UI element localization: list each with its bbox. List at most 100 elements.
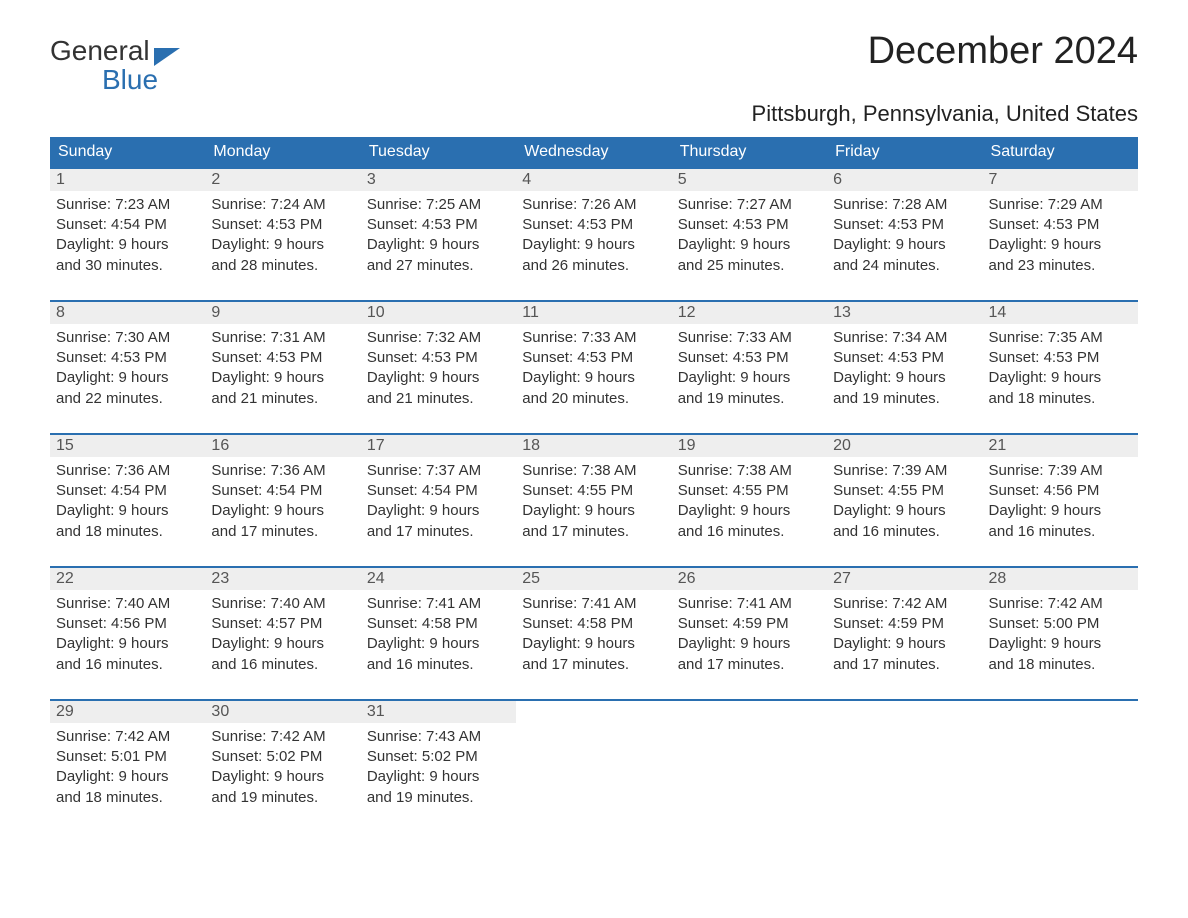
dayname-mon: Monday bbox=[205, 137, 360, 168]
day-cell: Sunrise: 7:35 AMSunset: 4:53 PMDaylight:… bbox=[983, 324, 1138, 434]
daylight-label-2: and 27 minutes. bbox=[367, 256, 510, 276]
daylight-label-2: and 24 minutes. bbox=[833, 256, 976, 276]
daylight-label-2: and 26 minutes. bbox=[522, 256, 665, 276]
sunset-label: Sunset: 4:53 PM bbox=[833, 215, 976, 235]
sunrise-label: Sunrise: 7:28 AM bbox=[833, 195, 976, 215]
daylight-label-1: Daylight: 9 hours bbox=[833, 501, 976, 521]
day-cell: Sunrise: 7:39 AMSunset: 4:56 PMDaylight:… bbox=[983, 457, 1138, 567]
day-cell: Sunrise: 7:41 AMSunset: 4:58 PMDaylight:… bbox=[361, 590, 516, 700]
sunrise-label: Sunrise: 7:42 AM bbox=[211, 727, 354, 747]
day-cell: Sunrise: 7:41 AMSunset: 4:59 PMDaylight:… bbox=[672, 590, 827, 700]
sunset-label: Sunset: 5:02 PM bbox=[367, 747, 510, 767]
day-cell: Sunrise: 7:40 AMSunset: 4:56 PMDaylight:… bbox=[50, 590, 205, 700]
sunset-label: Sunset: 4:53 PM bbox=[367, 348, 510, 368]
flag-icon bbox=[154, 42, 180, 60]
sunrise-label: Sunrise: 7:33 AM bbox=[522, 328, 665, 348]
empty-day-cell bbox=[516, 723, 671, 832]
day-cell: Sunrise: 7:37 AMSunset: 4:54 PMDaylight:… bbox=[361, 457, 516, 567]
sunset-label: Sunset: 4:53 PM bbox=[522, 215, 665, 235]
daylight-label-2: and 21 minutes. bbox=[211, 389, 354, 409]
day-number: 5 bbox=[672, 168, 827, 191]
daylight-label-1: Daylight: 9 hours bbox=[56, 767, 199, 787]
daylight-label-1: Daylight: 9 hours bbox=[522, 235, 665, 255]
sunset-label: Sunset: 4:54 PM bbox=[56, 481, 199, 501]
daylight-label-1: Daylight: 9 hours bbox=[522, 634, 665, 654]
daylight-label-2: and 16 minutes. bbox=[989, 522, 1132, 542]
daylight-label-1: Daylight: 9 hours bbox=[211, 767, 354, 787]
sunrise-label: Sunrise: 7:39 AM bbox=[833, 461, 976, 481]
daylight-label-1: Daylight: 9 hours bbox=[367, 368, 510, 388]
sunrise-label: Sunrise: 7:30 AM bbox=[56, 328, 199, 348]
day-number: 11 bbox=[516, 301, 671, 324]
sunset-label: Sunset: 4:58 PM bbox=[522, 614, 665, 634]
sunset-label: Sunset: 5:02 PM bbox=[211, 747, 354, 767]
day-cell: Sunrise: 7:29 AMSunset: 4:53 PMDaylight:… bbox=[983, 191, 1138, 301]
sunrise-label: Sunrise: 7:25 AM bbox=[367, 195, 510, 215]
daylight-label-2: and 20 minutes. bbox=[522, 389, 665, 409]
sunset-label: Sunset: 4:56 PM bbox=[56, 614, 199, 634]
daylight-label-1: Daylight: 9 hours bbox=[989, 368, 1132, 388]
day-number: 8 bbox=[50, 301, 205, 324]
sunrise-label: Sunrise: 7:36 AM bbox=[56, 461, 199, 481]
date-content-row: Sunrise: 7:36 AMSunset: 4:54 PMDaylight:… bbox=[50, 457, 1138, 567]
day-number: 25 bbox=[516, 567, 671, 590]
sunset-label: Sunset: 4:54 PM bbox=[56, 215, 199, 235]
daylight-label-2: and 18 minutes. bbox=[989, 655, 1132, 675]
day-number: 12 bbox=[672, 301, 827, 324]
empty-day-number bbox=[827, 700, 982, 723]
daylight-label-1: Daylight: 9 hours bbox=[211, 634, 354, 654]
sunrise-label: Sunrise: 7:41 AM bbox=[367, 594, 510, 614]
date-number-row: 293031 bbox=[50, 700, 1138, 723]
dayname-fri: Friday bbox=[827, 137, 982, 168]
day-cell: Sunrise: 7:30 AMSunset: 4:53 PMDaylight:… bbox=[50, 324, 205, 434]
sunset-label: Sunset: 4:55 PM bbox=[522, 481, 665, 501]
daylight-label-1: Daylight: 9 hours bbox=[989, 634, 1132, 654]
dayname-wed: Wednesday bbox=[516, 137, 671, 168]
daylight-label-2: and 19 minutes. bbox=[833, 389, 976, 409]
day-number: 10 bbox=[361, 301, 516, 324]
sunrise-label: Sunrise: 7:42 AM bbox=[989, 594, 1132, 614]
day-cell: Sunrise: 7:33 AMSunset: 4:53 PMDaylight:… bbox=[516, 324, 671, 434]
daylight-label-2: and 16 minutes. bbox=[678, 522, 821, 542]
day-cell: Sunrise: 7:34 AMSunset: 4:53 PMDaylight:… bbox=[827, 324, 982, 434]
day-cell: Sunrise: 7:33 AMSunset: 4:53 PMDaylight:… bbox=[672, 324, 827, 434]
logo-text-1: General bbox=[50, 36, 150, 65]
date-content-row: Sunrise: 7:23 AMSunset: 4:54 PM Daylight:… bbox=[50, 191, 1138, 301]
daylight-label-1: Daylight: 9 hours bbox=[56, 501, 199, 521]
sunset-label: Sunset: 4:53 PM bbox=[989, 215, 1132, 235]
sunset-label: Sunset: 4:56 PM bbox=[989, 481, 1132, 501]
empty-day-cell bbox=[983, 723, 1138, 832]
day-cell: Sunrise: 7:28 AMSunset: 4:53 PMDaylight:… bbox=[827, 191, 982, 301]
sunset-label: Sunset: 4:54 PM bbox=[367, 481, 510, 501]
day-cell: Sunrise: 7:39 AMSunset: 4:55 PMDaylight:… bbox=[827, 457, 982, 567]
day-number: 23 bbox=[205, 567, 360, 590]
sunrise-label: Sunrise: 7:32 AM bbox=[367, 328, 510, 348]
sunrise-label: Sunrise: 7:38 AM bbox=[678, 461, 821, 481]
sunrise-label: Sunrise: 7:27 AM bbox=[678, 195, 821, 215]
day-number: 26 bbox=[672, 567, 827, 590]
day-cell: Sunrise: 7:36 AMSunset: 4:54 PMDaylight:… bbox=[50, 457, 205, 567]
day-cell: Sunrise: 7:26 AMSunset: 4:53 PMDaylight:… bbox=[516, 191, 671, 301]
empty-day-number bbox=[672, 700, 827, 723]
sunset-label: Sunset: 4:53 PM bbox=[833, 348, 976, 368]
date-number-row: 891011121314 bbox=[50, 301, 1138, 324]
day-cell: Sunrise: 7:42 AMSunset: 5:02 PMDaylight:… bbox=[205, 723, 360, 832]
dayname-sun: Sunday bbox=[50, 137, 205, 168]
day-number: 6 bbox=[827, 168, 982, 191]
sunrise-label: Sunrise: 7:38 AM bbox=[522, 461, 665, 481]
date-number-row: 22232425262728 bbox=[50, 567, 1138, 590]
sunset-label: Sunset: 4:58 PM bbox=[367, 614, 510, 634]
sunset-label: Sunset: 4:53 PM bbox=[522, 348, 665, 368]
sunset-label: Sunset: 5:01 PM bbox=[56, 747, 199, 767]
day-number: 4 bbox=[516, 168, 671, 191]
daylight-label-1: Daylight: 9 hours bbox=[367, 767, 510, 787]
day-number: 28 bbox=[983, 567, 1138, 590]
sunrise-label: Sunrise: 7:23 AM bbox=[56, 195, 199, 215]
sunrise-label: Sunrise: 7:41 AM bbox=[678, 594, 821, 614]
daylight-label-2: and 23 minutes. bbox=[989, 256, 1132, 276]
daylight-label-2: and 19 minutes. bbox=[367, 788, 510, 808]
sunrise-label: Sunrise: 7:35 AM bbox=[989, 328, 1132, 348]
sunrise-label: Sunrise: 7:41 AM bbox=[522, 594, 665, 614]
daylight-label-2: and 19 minutes. bbox=[678, 389, 821, 409]
daylight-label-2: and 22 minutes. bbox=[56, 389, 199, 409]
